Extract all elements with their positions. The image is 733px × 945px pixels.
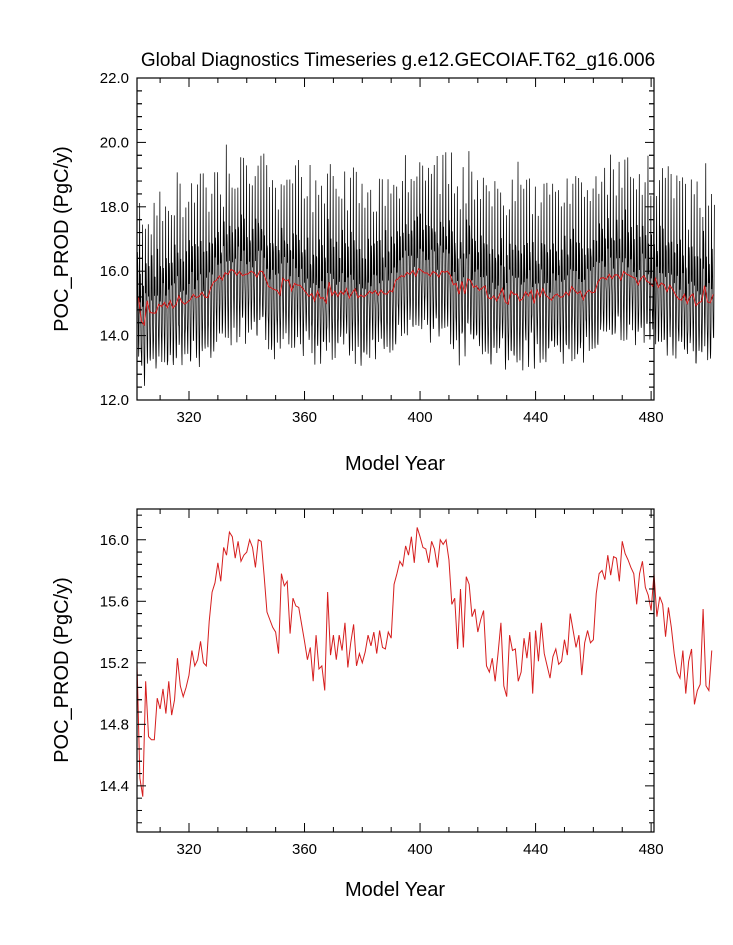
top-x-tick-label: 360 xyxy=(292,409,317,426)
bottom-x-tick-label: 320 xyxy=(176,841,201,858)
top-y-tick-label: 12.0 xyxy=(100,392,129,409)
top-y-tick-label: 22.0 xyxy=(100,70,129,87)
top-annual-mean-line xyxy=(137,267,714,327)
top-x-tick-label: 400 xyxy=(408,409,433,426)
bottom-y-tick-label: 14.4 xyxy=(100,778,129,795)
bottom-y-tick-label: 14.8 xyxy=(100,716,129,733)
bottom-y-axis-label: POC_PROD (PgC/y) xyxy=(51,577,73,763)
bottom-x-tick-label: 400 xyxy=(408,841,433,858)
bottom-annual-mean-line xyxy=(136,527,713,797)
bottom-x-tick-label: 360 xyxy=(292,841,317,858)
chart-title: Global Diagnostics Timeseries g.e12.GECO… xyxy=(141,50,655,71)
bottom-x-tick-label: 440 xyxy=(523,841,548,858)
top-panel: Global Diagnostics Timeseries g.e12.GECO… xyxy=(51,50,715,475)
bottom-y-tick-label: 15.6 xyxy=(100,593,129,610)
top-plot-frame xyxy=(136,77,655,401)
top-x-tick-label: 440 xyxy=(523,409,548,426)
top-y-tick-label: 16.0 xyxy=(100,263,129,280)
top-y-tick-label: 14.0 xyxy=(100,328,129,345)
bottom-x-tick-label: 480 xyxy=(639,841,664,858)
bottom-plot-frame xyxy=(136,508,655,833)
top-x-axis-label: Model Year xyxy=(345,453,445,475)
top-x-tick-label: 320 xyxy=(176,409,201,426)
top-series-group xyxy=(136,144,715,386)
top-ticks-group: 320 360 400 440 480 12.0 14.0 16.0 18.0 20.0 22.0 xyxy=(100,70,664,426)
top-y-tick-label: 18.0 xyxy=(100,199,129,216)
bottom-x-axis-label: Model Year xyxy=(345,879,445,901)
bottom-y-tick-label: 16.0 xyxy=(100,532,129,549)
bottom-panel: 320 360 400 440 480 14.4 14.8 15.2 15.6 16.0 Mode… xyxy=(51,508,713,901)
bottom-ticks-group: 320 360 400 440 480 14.4 14.8 15.2 15.6 16.0 xyxy=(100,509,664,858)
top-y-tick-label: 20.0 xyxy=(100,134,129,151)
bottom-y-tick-label: 15.2 xyxy=(100,655,129,672)
top-monthly-series-line xyxy=(136,144,715,386)
top-x-tick-label: 480 xyxy=(639,409,664,426)
top-y-axis-label: POC_PROD (PgC/y) xyxy=(51,146,73,332)
bottom-series-group xyxy=(136,527,713,797)
